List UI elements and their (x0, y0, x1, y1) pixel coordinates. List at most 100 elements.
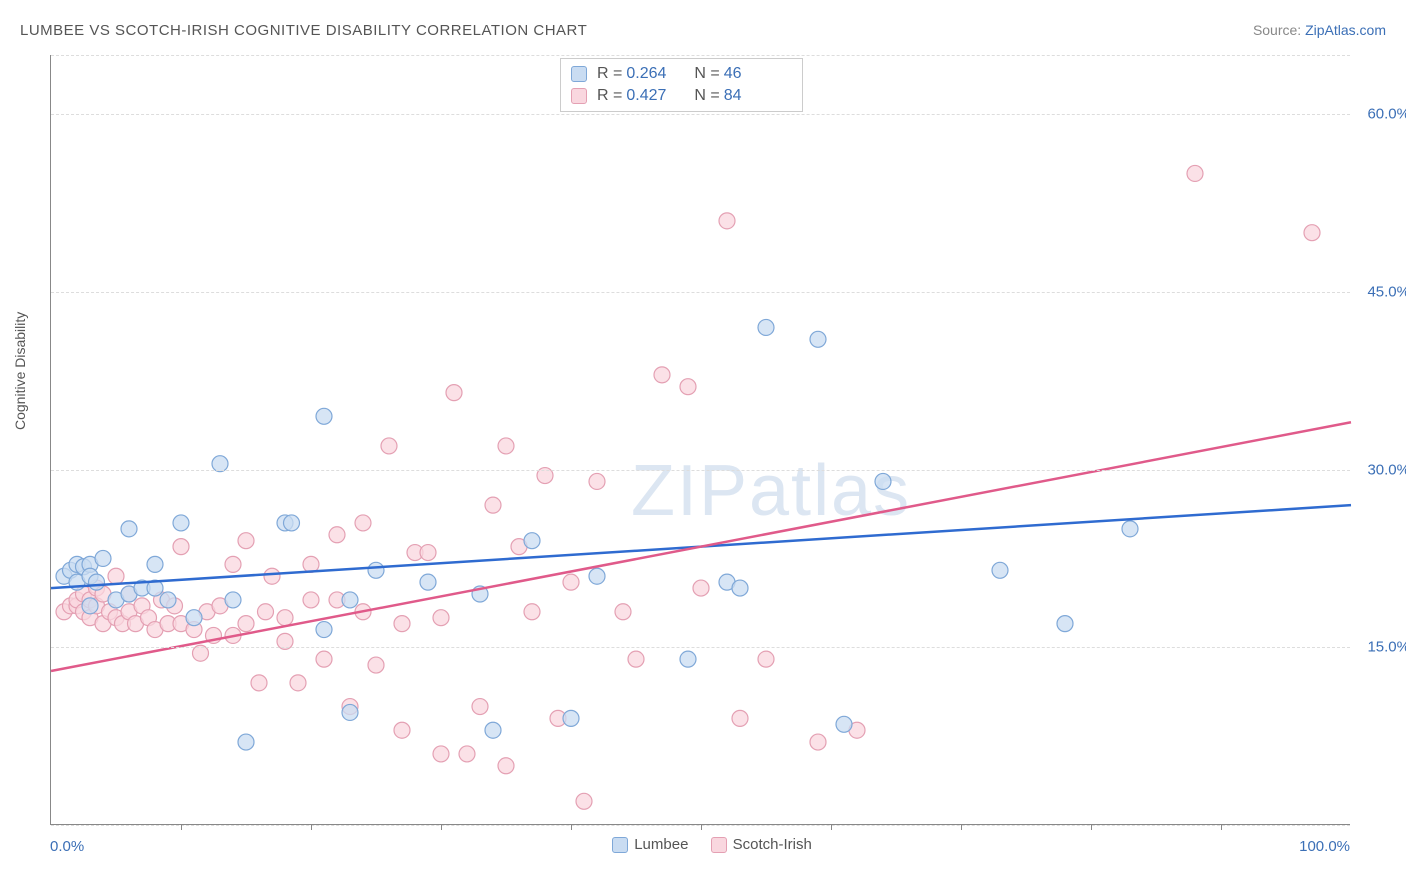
scatter-point (342, 592, 358, 608)
scatter-point (810, 734, 826, 750)
scatter-point (290, 675, 306, 691)
scatter-point (238, 616, 254, 632)
scatter-point (225, 592, 241, 608)
r-label-1: R = (597, 65, 622, 83)
r-label-2: R = (597, 87, 622, 105)
scatter-point (693, 580, 709, 596)
y-tick-label: 45.0% (1355, 283, 1406, 300)
scatter-point (719, 213, 735, 229)
scatter-point (316, 408, 332, 424)
scatter-point (173, 515, 189, 531)
scatter-point (485, 497, 501, 513)
stats-legend-box: R = 0.264 N = 46 R = 0.427 N = 84 (560, 58, 803, 112)
scatter-point (303, 592, 319, 608)
scatter-point (95, 550, 111, 566)
scatter-point (225, 556, 241, 572)
n-value-1: 46 (724, 65, 774, 83)
scatter-point (147, 556, 163, 572)
n-value-2: 84 (724, 87, 774, 105)
scatter-point (394, 722, 410, 738)
scatter-point (108, 568, 124, 584)
scatter-point (381, 438, 397, 454)
scatter-point (446, 385, 462, 401)
stats-row-2: R = 0.427 N = 84 (571, 85, 792, 107)
scatter-point (316, 622, 332, 638)
scatter-point (89, 574, 105, 590)
scatter-point (433, 746, 449, 762)
scatter-point (732, 580, 748, 596)
y-tick-label: 60.0% (1355, 106, 1406, 123)
scatter-point (420, 545, 436, 561)
scatter-point (589, 568, 605, 584)
stats-row-1: R = 0.264 N = 46 (571, 63, 792, 85)
r-value-2: 0.427 (626, 87, 676, 105)
scatter-point (82, 598, 98, 614)
bottom-legend: Lumbee Scotch-Irish (0, 836, 1406, 853)
scatter-point (563, 574, 579, 590)
scatter-point (238, 533, 254, 549)
scatter-point (251, 675, 267, 691)
scatter-point (563, 710, 579, 726)
scatter-point (433, 610, 449, 626)
scatter-point (238, 734, 254, 750)
chart-container: LUMBEE VS SCOTCH-IRISH COGNITIVE DISABIL… (0, 0, 1406, 892)
scatter-point (121, 521, 137, 537)
scatter-point (173, 539, 189, 555)
scatter-point (680, 651, 696, 667)
n-label-2: N = (694, 87, 719, 105)
swatch-series-2 (571, 88, 587, 104)
source-link[interactable]: ZipAtlas.com (1305, 22, 1386, 38)
n-label-1: N = (694, 65, 719, 83)
scatter-point (394, 616, 410, 632)
scatter-point (472, 699, 488, 715)
scatter-point (284, 515, 300, 531)
legend-label-1: Lumbee (634, 836, 688, 853)
scatter-point (810, 331, 826, 347)
scatter-point (680, 379, 696, 395)
scatter-point (1122, 521, 1138, 537)
scatter-point (368, 562, 384, 578)
scatter-point (368, 657, 384, 673)
chart-title: LUMBEE VS SCOTCH-IRISH COGNITIVE DISABIL… (20, 22, 587, 39)
scatter-point (329, 527, 345, 543)
scatter-point (277, 610, 293, 626)
scatter-point (316, 651, 332, 667)
scatter-point (186, 610, 202, 626)
scatter-point (342, 704, 358, 720)
scatter-point (258, 604, 274, 620)
scatter-point (459, 746, 475, 762)
scatter-point (524, 604, 540, 620)
y-tick-label: 30.0% (1355, 461, 1406, 478)
r-value-1: 0.264 (626, 65, 676, 83)
y-axis-label: Cognitive Disability (12, 312, 28, 430)
legend-label-2: Scotch-Irish (733, 836, 812, 853)
scatter-point (160, 592, 176, 608)
chart-svg (51, 55, 1350, 824)
scatter-point (498, 758, 514, 774)
scatter-point (758, 651, 774, 667)
scatter-point (1187, 165, 1203, 181)
scatter-point (992, 562, 1008, 578)
swatch-series-1 (571, 66, 587, 82)
legend-swatch-2 (711, 837, 727, 853)
y-tick-label: 15.0% (1355, 639, 1406, 656)
scatter-point (524, 533, 540, 549)
scatter-point (485, 722, 501, 738)
source-prefix: Source: (1253, 22, 1305, 38)
scatter-point (576, 793, 592, 809)
scatter-point (1304, 225, 1320, 241)
scatter-point (628, 651, 644, 667)
plot-area: ZIPatlas 15.0%30.0%45.0%60.0% (50, 55, 1350, 825)
scatter-point (732, 710, 748, 726)
scatter-point (654, 367, 670, 383)
scatter-point (875, 473, 891, 489)
scatter-point (615, 604, 631, 620)
legend-swatch-1 (612, 837, 628, 853)
scatter-point (355, 515, 371, 531)
scatter-point (836, 716, 852, 732)
scatter-point (264, 568, 280, 584)
source-credit: Source: ZipAtlas.com (1253, 22, 1386, 38)
scatter-point (420, 574, 436, 590)
scatter-point (498, 438, 514, 454)
scatter-point (1057, 616, 1073, 632)
